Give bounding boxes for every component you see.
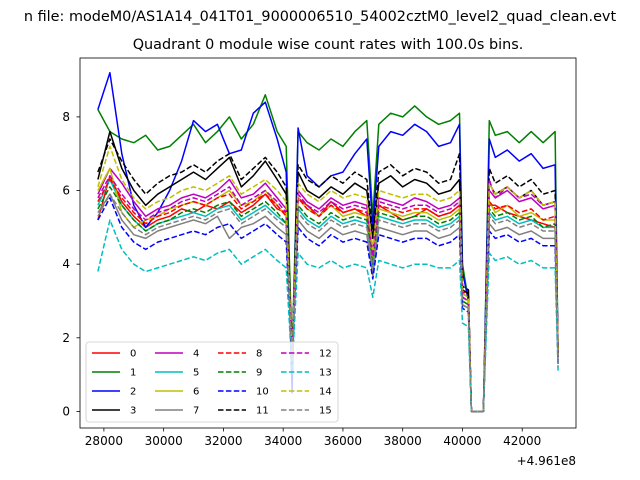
series-line-13 [97,219,559,413]
legend-label-1: 1 [130,368,136,379]
x-tick-label: 34000 [264,434,302,448]
legend-label-7: 7 [193,406,199,417]
x-tick-label: 42000 [503,434,541,448]
legend-label-12: 12 [319,349,332,360]
series-line-15 [97,193,559,413]
x-tick-label: 28000 [85,434,123,448]
legend-label-0: 0 [130,349,136,360]
legend-label-9: 9 [256,368,262,379]
legend-label-10: 10 [256,387,269,398]
legend-label-2: 2 [130,387,136,398]
axes-group: 28000 30000 32000 34000 36000 38000 40000 42000… [62,57,577,448]
y-tick-label: 4 [62,257,70,271]
legend-label-5: 5 [193,368,199,379]
legend-label-15: 15 [319,406,332,417]
chart-suptitle: n file: modeM0/AS1A14_041T01_9000006510_… [24,9,617,25]
legend-label-4: 4 [193,349,199,360]
x-tick-label: 36000 [324,434,362,448]
y-tick-label: 0 [62,404,70,418]
x-tick-label: 30000 [145,434,183,448]
x-tick-label: 32000 [204,434,242,448]
legend-label-8: 8 [256,349,262,360]
series-line-10 [97,197,559,413]
legend-label-14: 14 [319,387,332,398]
x-offset-label: +4.961e8 [517,454,576,468]
y-tick-label: 2 [62,331,70,345]
legend-box [85,341,339,423]
legend-label-6: 6 [193,387,199,398]
legend-label-13: 13 [319,368,332,379]
x-tick-label: 40000 [443,434,481,448]
plot-series-group [97,71,559,413]
legend-label-11: 11 [256,406,269,417]
y-tick-label: 6 [62,184,70,198]
legend-label-3: 3 [130,406,136,417]
plot-frame [79,57,577,429]
chart-title: Quadrant 0 module wise count rates with … [133,37,524,53]
x-tick-label: 38000 [384,434,422,448]
y-tick-label: 8 [62,110,70,124]
